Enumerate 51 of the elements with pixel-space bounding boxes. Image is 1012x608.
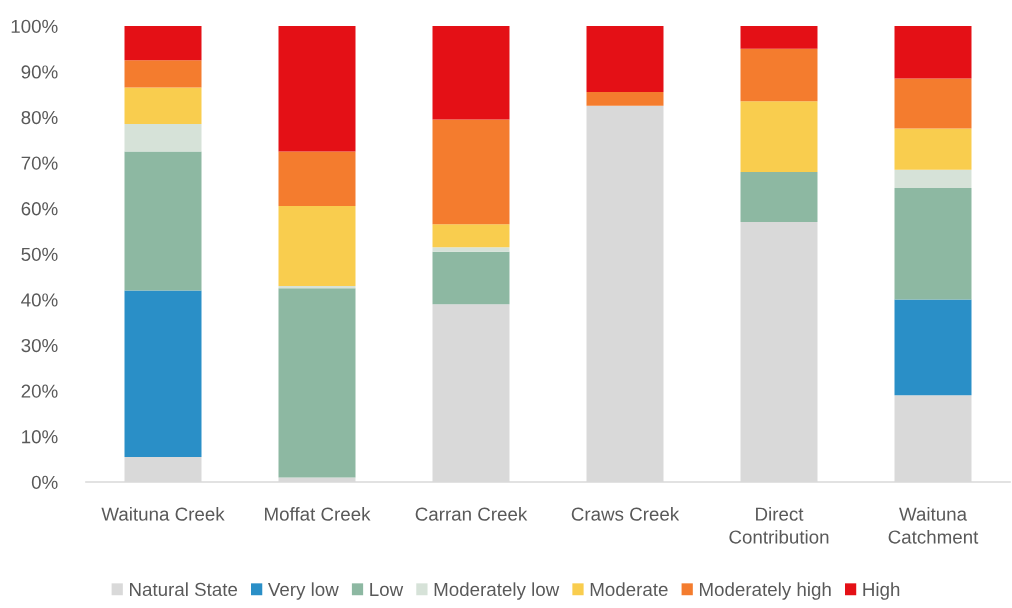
legend-label: Moderate — [590, 582, 668, 597]
x-tick-label: Direct Contribution — [729, 507, 829, 544]
bar — [586, 92, 664, 106]
bar — [278, 206, 356, 286]
legend-label: Very low — [267, 582, 339, 600]
y-tick-label: 100% — [11, 19, 58, 33]
y-tick-label: 20% — [21, 384, 58, 398]
x-tick-label: Craws Creek — [571, 507, 680, 521]
bar — [432, 26, 510, 120]
x-tick-label: Carran Creek — [415, 507, 528, 521]
bar — [432, 119, 510, 225]
bar — [432, 224, 510, 248]
y-tick-label: 0% — [31, 475, 58, 489]
y-tick-label: 50% — [21, 247, 58, 261]
bar — [894, 169, 972, 188]
x-tick-label: Moffat Creek — [265, 507, 371, 521]
y-tick-label: 60% — [21, 202, 58, 216]
bar — [124, 290, 202, 457]
bar — [124, 60, 202, 88]
bar — [586, 26, 664, 93]
bar — [278, 151, 356, 207]
bar — [894, 187, 972, 300]
bar — [124, 124, 202, 152]
bar — [894, 128, 972, 170]
bar — [124, 151, 202, 291]
bar — [432, 251, 510, 305]
legend-label: Low — [370, 583, 404, 597]
y-tick-label: 90% — [21, 65, 58, 79]
y-tick-label: 10% — [22, 430, 58, 444]
legend-label: Moderately high — [699, 582, 831, 600]
bar — [894, 26, 972, 79]
legend-label: High — [863, 582, 900, 600]
bar — [278, 26, 356, 152]
bar — [124, 87, 202, 125]
bar — [432, 247, 510, 252]
x-tick-label: Waituna Catchment — [888, 507, 979, 544]
bar — [740, 101, 818, 172]
y-tick-label: 70% — [21, 156, 58, 170]
bar — [124, 26, 202, 61]
bar — [740, 48, 818, 102]
y-tick-label: 30% — [21, 338, 58, 353]
y-tick-label: 80% — [21, 110, 58, 125]
bar — [894, 78, 972, 129]
bar — [740, 26, 818, 49]
bar — [894, 299, 972, 396]
legend-label: Moderately low — [434, 582, 560, 600]
x-tick-label: Waituna Creek — [101, 507, 225, 521]
bar — [740, 171, 818, 223]
legend-label: Natural State — [130, 582, 238, 597]
y-tick-label: 40% — [21, 293, 58, 307]
bar — [278, 288, 356, 478]
